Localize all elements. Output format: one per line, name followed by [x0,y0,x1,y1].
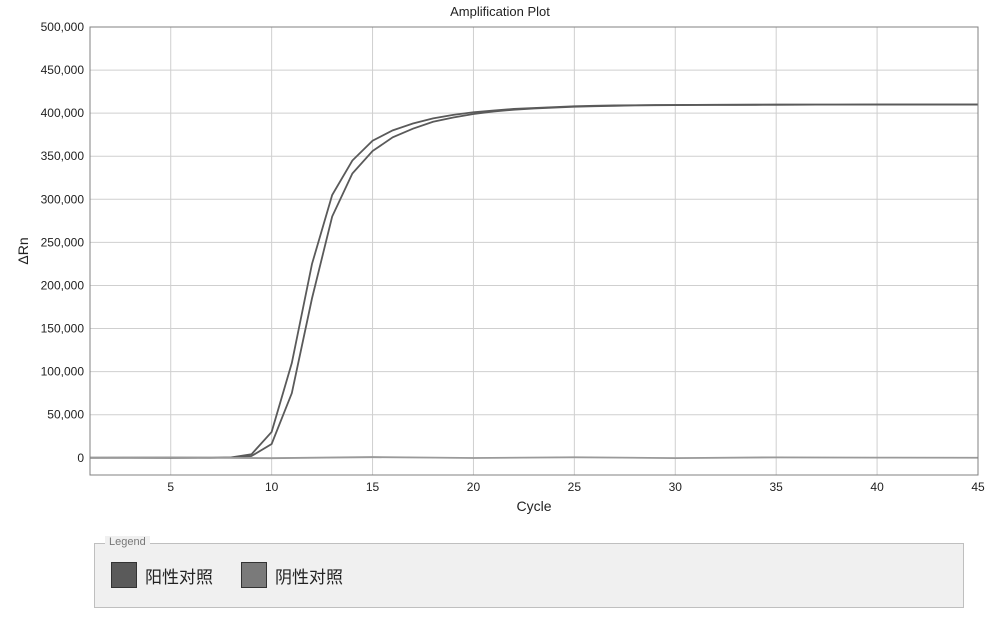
y-tick-label: 400,000 [41,106,85,120]
series-negative [90,457,978,458]
legend-container: Legend 阳性对照阴性对照 [94,543,964,608]
y-tick-label: 450,000 [41,63,85,77]
legend-item: 阴性对照 [241,562,343,588]
y-tick-label: 0 [77,451,84,465]
y-tick-label: 200,000 [41,278,85,292]
x-tick-label: 45 [971,480,985,494]
y-tick-label: 100,000 [41,365,85,379]
legend-swatch [241,562,267,588]
legend-item-label: 阳性对照 [145,563,213,588]
y-tick-label: 50,000 [47,408,84,422]
y-tick-label: 300,000 [41,192,85,206]
chart-title: Amplification Plot [0,0,1000,21]
legend-item-label: 阴性对照 [275,563,343,588]
x-tick-label: 15 [366,480,380,494]
y-tick-label: 350,000 [41,149,85,163]
x-axis-label: Cycle [516,498,551,514]
legend-items: 阳性对照 阴性对照 [111,562,947,593]
amplification-plot: 0 50,000 100,000 150,000 200,000 250,000 300,0… [10,21,990,519]
legend-swatch [111,562,137,588]
y-axis-label: ΔRn [15,237,31,264]
x-tick-label: 40 [870,480,884,494]
y-tick-label: 500,000 [41,21,85,34]
y-tick-label: 250,000 [41,235,85,249]
legend-title: Legend [105,536,150,548]
legend-item: 阳性对照 [111,562,213,588]
x-tick-label: 25 [568,480,582,494]
x-tick-label: 20 [467,480,481,494]
x-tick-label: 30 [669,480,683,494]
x-tick-label: 10 [265,480,279,494]
x-tick-label: 35 [770,480,784,494]
x-tick-label: 5 [167,480,174,494]
y-tick-label: 150,000 [41,322,85,336]
